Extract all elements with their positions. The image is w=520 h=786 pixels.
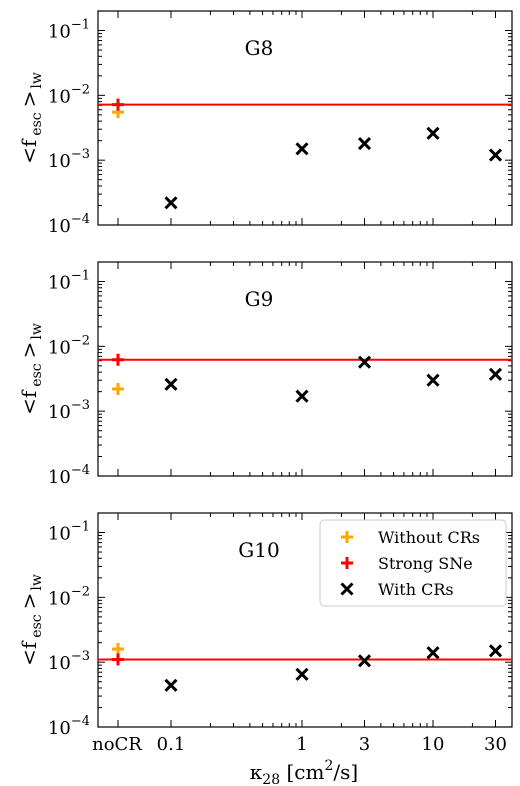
with-crs-point [488,148,503,162]
with-crs-point [426,126,440,140]
plot-frame [97,10,513,226]
legend-marker [341,557,353,569]
y-tick-label: 10−3 [48,649,90,674]
with-crs-point [295,389,309,403]
panel-g10: 10−4 10−3 10−2 10−1 noCR 0.1 1 3 10 30 G10 <fesc>lw [17,512,513,755]
y-tick-label: 10−4 [48,463,90,488]
with-crs-point [164,377,178,391]
y-axis-label: <fesc>lw [17,574,45,666]
with-crs-point [488,367,503,381]
with-crs-point [295,142,309,156]
with-crs-point [426,373,440,387]
panel-label: G8 [245,36,274,60]
with-crs-point [164,196,178,210]
strong-sne-point [112,98,124,111]
legend: Without CRs Strong SNe With CRs [319,519,507,607]
y-tick-label: 10−1 [48,520,90,545]
panel-label: G10 [238,538,279,562]
without-crs-point [112,642,124,655]
y-tick-label: 10−1 [48,269,90,294]
y-tick-label: 10−4 [48,714,90,739]
y-tick-label: 10−2 [48,584,90,609]
x-tick-label: 0.1 [157,734,186,755]
legend-label: With CRs [378,580,454,599]
with-crs-point [488,644,503,658]
with-crs-point [164,678,178,692]
legend-label: Strong SNe [378,554,473,573]
strong-sne-point [112,653,124,666]
with-crs-point [357,654,372,668]
y-tick-label: 10−3 [48,147,90,172]
y-tick-label: 10−1 [48,18,90,43]
x-tick-label: 30 [484,734,507,755]
panel-g9: 10−4 10−3 10−2 10−1 G9 <fesc>lw [17,261,513,488]
x-axis-label: κ28 [cm2/s] [250,758,358,786]
y-tick-label: 10−4 [48,212,90,237]
with-crs-point [295,667,309,681]
x-tick-label: 10 [422,734,445,755]
y-tick-label: 10−3 [48,398,90,423]
legend-marker [340,582,354,596]
x-tick-label: 3 [359,734,370,755]
legend-box [319,519,507,607]
y-axis-label: <fesc>lw [17,323,45,415]
with-crs-point [357,355,372,369]
without-crs-point [112,382,124,395]
strong-sne-point [112,353,124,366]
y-tick-label: 10−2 [48,333,90,358]
plot-frame [97,512,513,728]
panel-g8: 10−4 10−3 10−2 10−1 G8 <fesc>lw [17,10,513,237]
y-tick-label: 10−2 [48,82,90,107]
legend-label: Without CRs [378,528,480,547]
with-crs-point [357,137,372,151]
x-tick-label: noCR [92,734,142,755]
x-tick-label: 1 [296,734,307,755]
y-axis-label: <fesc>lw [17,72,45,164]
with-crs-point [426,646,440,660]
panel-label: G9 [245,287,274,311]
plot-frame [97,261,513,477]
legend-marker [341,531,353,543]
